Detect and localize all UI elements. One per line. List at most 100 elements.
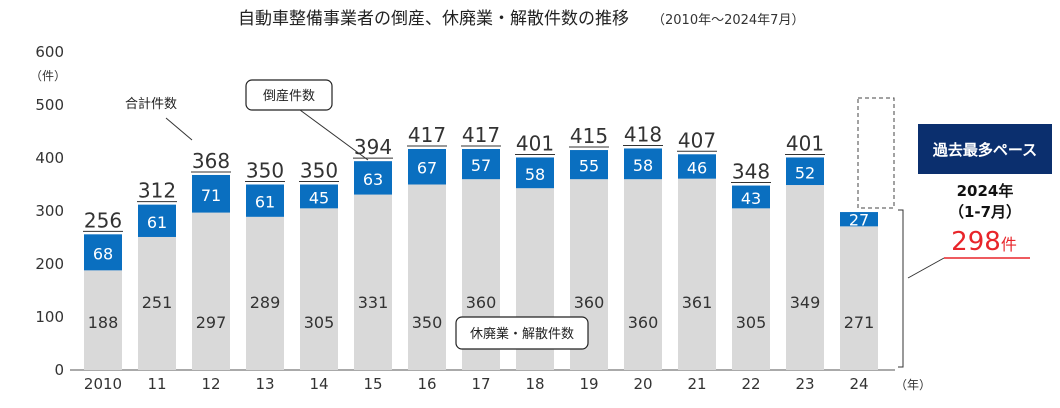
- x-tick-label: 2010: [84, 375, 122, 393]
- label-bankruptcy: 61: [147, 213, 167, 232]
- bar-group: 361 46 407: [677, 128, 717, 370]
- x-tick-label: 24: [849, 375, 868, 393]
- chart-subtitle-text: （2010年～2024年7月）: [652, 13, 804, 28]
- bracket: [898, 209, 904, 368]
- bar-bankruptcy: [300, 184, 338, 209]
- chart-title-text: 自動車整備事業者の倒産、休廃業・解散件数の推移: [238, 9, 629, 29]
- bar-bankruptcy: [678, 154, 716, 179]
- bar-group: 305 43 348: [731, 160, 771, 370]
- label-total: 401: [516, 131, 554, 155]
- bar-bankruptcy: [354, 161, 392, 195]
- annotation-period-months: （1-7月）: [949, 203, 1021, 221]
- bar-closure: [84, 270, 122, 370]
- annotation-2024: 過去最多ペース 2024年 （1-7月） 298件: [857, 97, 1052, 368]
- label-closure: 251: [142, 293, 173, 312]
- y-tick-label: 600: [35, 43, 64, 61]
- callout-bankruptcy-text: 倒産件数: [263, 88, 315, 104]
- callout-bankruptcy-leader: [299, 109, 369, 161]
- label-bankruptcy: 61: [255, 193, 275, 212]
- x-tick-label: 18: [525, 375, 544, 393]
- bar-bankruptcy: [84, 234, 122, 271]
- bar-bankruptcy: [624, 148, 662, 180]
- x-tick-label: 20: [633, 375, 652, 393]
- x-tick-label: 19: [579, 375, 598, 393]
- bar-group: 360 58 418: [623, 122, 663, 370]
- x-tick-label: 22: [741, 375, 760, 393]
- label-bankruptcy: 43: [741, 189, 761, 208]
- callout-closure-text: 休廃業・解散件数: [470, 326, 574, 342]
- callout-total-text: 合計件数: [125, 96, 177, 112]
- annotation-value: 298件: [951, 227, 1017, 257]
- y-axis-ticks: 0 100 200 300 400 500 600: [35, 43, 64, 379]
- y-tick-label: 100: [35, 308, 64, 326]
- bar-closure: [300, 208, 338, 370]
- label-total: 417: [462, 123, 500, 147]
- callout-closure-box: [455, 316, 589, 350]
- label-closure: 331: [358, 293, 389, 312]
- bar-group: 289 61 350: [245, 159, 285, 370]
- bar-group: 271 27: [840, 210, 878, 370]
- label-total: 394: [354, 135, 392, 159]
- x-tick-label: 14: [309, 375, 328, 393]
- label-bankruptcy: 67: [417, 159, 437, 178]
- label-bankruptcy: 58: [633, 156, 653, 175]
- label-closure: 350: [412, 313, 443, 332]
- bar-bankruptcy: [570, 150, 608, 180]
- bar-closure: [246, 216, 284, 370]
- label-bankruptcy: 46: [687, 158, 707, 177]
- label-bankruptcy: 27: [849, 210, 869, 229]
- dashed-projection-box: [857, 97, 895, 209]
- annotation-value-number: 298: [951, 227, 1001, 257]
- label-bankruptcy: 58: [525, 165, 545, 184]
- bar-group: 305 45 350: [299, 159, 339, 370]
- label-total: 256: [84, 208, 122, 232]
- label-bankruptcy: 57: [471, 156, 491, 175]
- annotation-leader: [907, 257, 945, 279]
- y-tick-label: 0: [54, 361, 64, 379]
- label-bankruptcy: 55: [579, 157, 599, 176]
- callout-bankruptcy-box: [245, 79, 333, 111]
- bar-closure: [192, 212, 230, 370]
- label-bankruptcy: 45: [309, 188, 329, 207]
- badge-record-pace: [918, 124, 1052, 174]
- x-axis-unit: （年）: [895, 378, 931, 392]
- x-tick-label: 15: [363, 375, 382, 393]
- bar-closure: [354, 194, 392, 370]
- callout-total: 合計件数: [125, 96, 193, 141]
- x-tick-label: 12: [201, 375, 220, 393]
- label-closure: 305: [736, 313, 767, 332]
- bar-closure: [732, 208, 770, 370]
- bar-closure: [840, 226, 878, 370]
- bar-closure: [138, 236, 176, 370]
- label-total: 415: [570, 124, 608, 148]
- label-bankruptcy: 52: [795, 163, 815, 182]
- label-closure: 297: [196, 313, 227, 332]
- label-closure: 188: [88, 313, 119, 332]
- label-closure: 289: [250, 293, 281, 312]
- label-bankruptcy: 71: [201, 186, 221, 205]
- y-tick-label: 400: [35, 149, 64, 167]
- label-total: 348: [732, 160, 770, 184]
- bar-group: 350 67 417: [407, 123, 447, 370]
- bar-bankruptcy: [786, 157, 824, 186]
- label-total: 401: [786, 131, 824, 155]
- y-tick-label: 500: [35, 96, 64, 114]
- callout-closure: 休廃業・解散件数: [455, 316, 589, 350]
- label-total: 418: [624, 122, 662, 146]
- label-total: 407: [678, 128, 716, 152]
- callout-total-leader: [165, 117, 193, 141]
- label-closure: 360: [574, 293, 605, 312]
- x-tick-label: 21: [687, 375, 706, 393]
- callout-bankruptcy: 倒産件数: [245, 79, 369, 161]
- bar-bankruptcy: [408, 148, 446, 185]
- x-tick-label: 11: [147, 375, 166, 393]
- bar-bankruptcy: [462, 148, 500, 180]
- badge-record-pace-text: 過去最多ペース: [932, 141, 1037, 159]
- x-tick-label: 17: [471, 375, 490, 393]
- bar-bankruptcy: [732, 185, 770, 209]
- bar-closure: [786, 185, 824, 370]
- label-bankruptcy: 63: [363, 170, 383, 189]
- bar-group: 360 55 415: [569, 124, 609, 370]
- bar-group: 349 52 401: [785, 131, 825, 370]
